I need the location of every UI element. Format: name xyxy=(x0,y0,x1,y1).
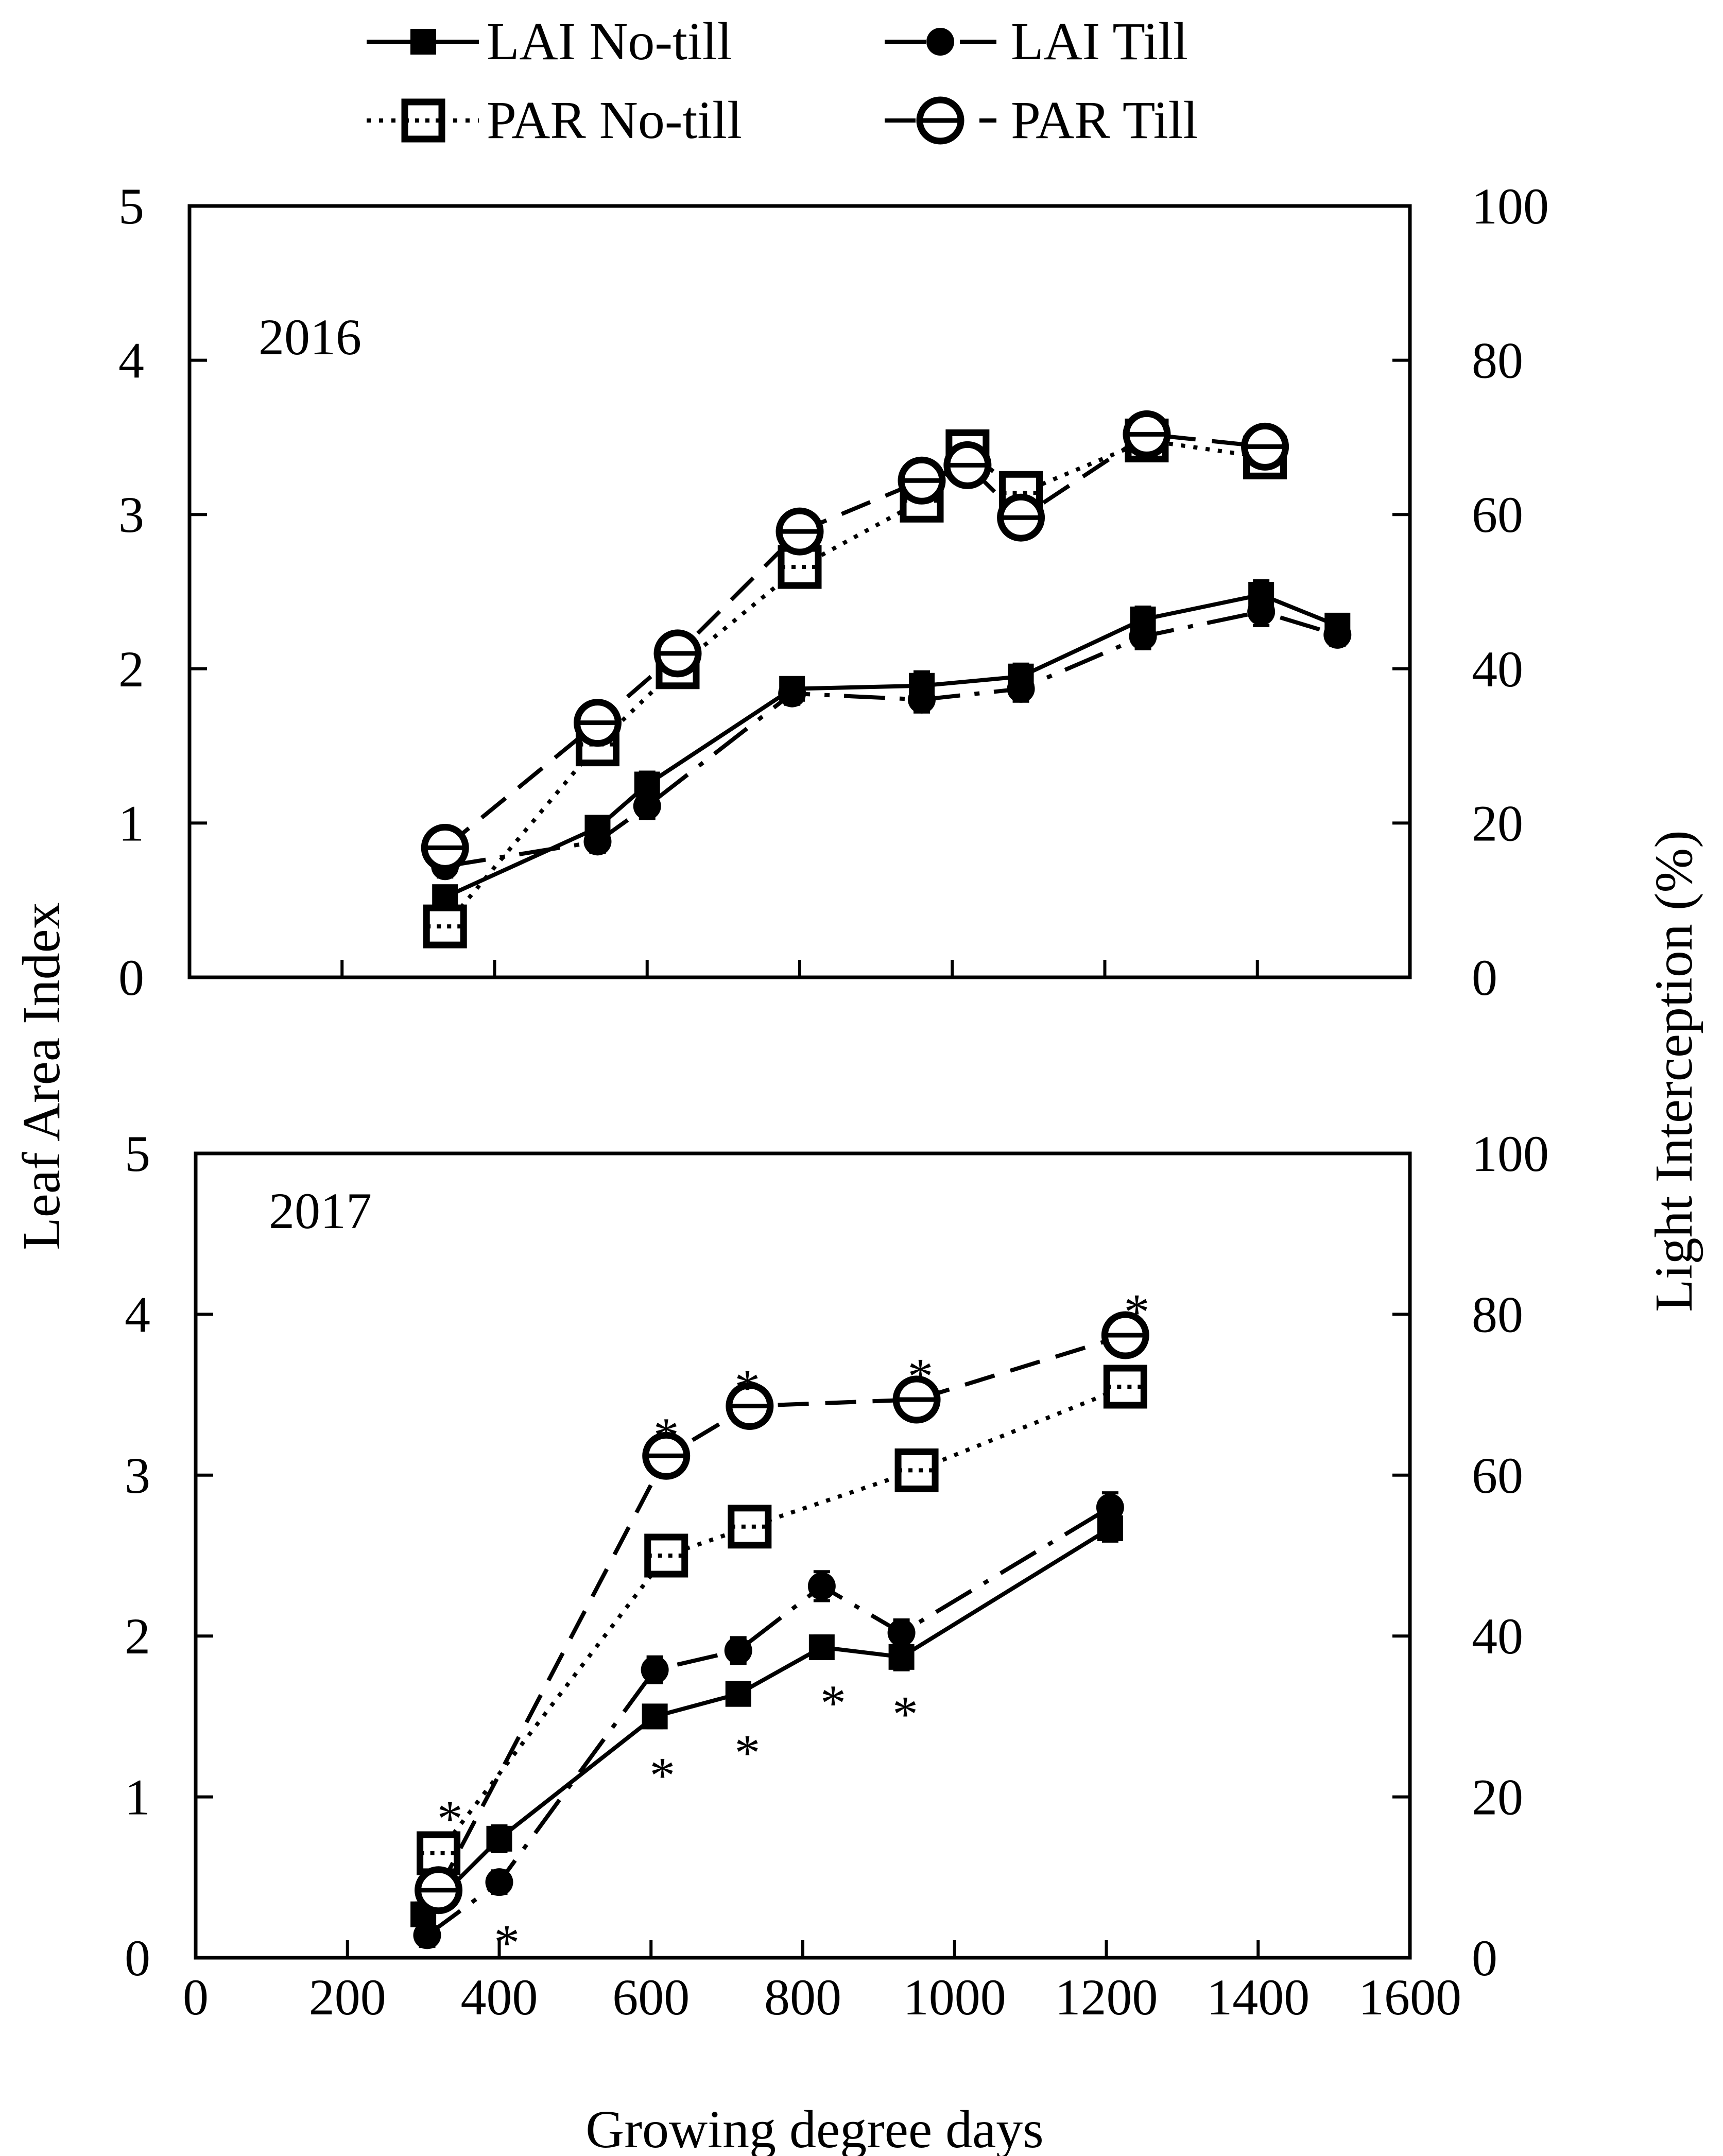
y2-tick-label: 80 xyxy=(1472,332,1523,389)
legend-entry: LAI Till xyxy=(885,12,1188,71)
y-tick-label: 5 xyxy=(118,178,144,235)
y2-tick-label: 80 xyxy=(1472,1286,1523,1343)
y-tick-label: 5 xyxy=(125,1125,150,1182)
y-tick-label: 3 xyxy=(125,1447,150,1504)
x-tick-label: 1200 xyxy=(1055,1969,1158,2026)
lai-till-marker xyxy=(926,28,954,56)
par-no-till-marker xyxy=(401,98,445,143)
lai-no-till-marker xyxy=(410,29,436,55)
lai-no-till-marker xyxy=(642,1703,668,1730)
lai-till-marker xyxy=(908,685,936,714)
x-tick-label: 0 xyxy=(183,1969,209,2026)
series-par-till xyxy=(415,1311,1149,1914)
lai-till-marker xyxy=(1323,620,1352,649)
y2-tick-label: 20 xyxy=(1472,1769,1523,1826)
lai-till-marker xyxy=(1007,675,1035,703)
y-tick-label: 0 xyxy=(125,1929,150,1987)
x-tick-label: 1400 xyxy=(1207,1969,1310,2026)
lai-till-marker xyxy=(724,1636,752,1665)
lai-till-marker xyxy=(633,792,661,820)
y2-axis-label: Light Interception (%) xyxy=(1644,830,1703,1312)
legend-label: PAR Till xyxy=(1011,91,1198,150)
series-line xyxy=(443,438,1266,928)
lai-no-till-marker xyxy=(888,1644,915,1670)
y-tick-label: 4 xyxy=(125,1286,150,1343)
series-par-no-till xyxy=(423,418,1287,948)
x-tick-label: 1000 xyxy=(903,1969,1006,2026)
lai-till-marker xyxy=(887,1618,916,1647)
x-axis-label: Growing degree days xyxy=(585,2100,1043,2156)
y2-tick-label: 0 xyxy=(1472,1929,1497,1987)
lai-till-marker xyxy=(1129,622,1157,650)
series-lai-till xyxy=(413,1491,1124,1950)
y-tick-label: 2 xyxy=(118,641,144,698)
lai-till-marker xyxy=(583,827,612,856)
series-line xyxy=(437,1385,1126,1855)
lai-no-till-marker xyxy=(808,1634,835,1661)
y-tick-label: 1 xyxy=(118,795,144,852)
y2-tick-label: 20 xyxy=(1472,795,1523,852)
y-tick-label: 4 xyxy=(118,332,144,389)
lai-till-marker xyxy=(413,1921,441,1950)
plot-frame xyxy=(187,204,1412,979)
chart-panel-2017: 0 200 400 600 800 1000 1200 1400 160001234502040… xyxy=(125,1125,1549,2026)
y2-tick-label: 60 xyxy=(1472,1447,1523,1504)
y2-tick-label: 100 xyxy=(1472,1125,1549,1182)
lai-till-marker xyxy=(778,679,806,708)
significance-star: * xyxy=(653,1407,679,1464)
y-tick-label: 0 xyxy=(118,949,144,1006)
legend-entry: PAR Till xyxy=(885,91,1198,150)
series-par-no-till xyxy=(417,1365,1147,1875)
significance-star: * xyxy=(734,1724,760,1781)
legend-label: LAI No-till xyxy=(487,12,732,71)
significance-star: * xyxy=(649,1747,675,1804)
x-tick-label: 1600 xyxy=(1358,1969,1461,2026)
lai-no-till-marker xyxy=(725,1681,751,1707)
chart-panel-2016: 0 1 2 3 4 5 0 20 40 60 80 100 2016 xyxy=(118,178,1549,1006)
series-line xyxy=(443,432,1266,850)
lai-till-marker xyxy=(807,1572,836,1600)
y2-tick-label: 60 xyxy=(1472,486,1523,543)
lai-no-till-marker xyxy=(486,1825,512,1852)
y2-tick-label: 0 xyxy=(1472,949,1497,1006)
significance-star: * xyxy=(437,1790,463,1847)
series-line xyxy=(426,1505,1111,1937)
series-par-till xyxy=(421,410,1289,872)
y-tick-label: 2 xyxy=(125,1608,150,1665)
y-axis-label: Leaf Area Index xyxy=(12,902,71,1250)
x-tick-label: 200 xyxy=(309,1969,386,2026)
y2-tick-label: 40 xyxy=(1472,1608,1523,1665)
significance-star: * xyxy=(494,1914,520,1971)
x-tick-label: 600 xyxy=(612,1969,690,2026)
legend: LAI No-till LAI Till PAR No-till PAR Till xyxy=(367,12,1198,150)
lai-till-marker xyxy=(641,1655,669,1684)
legend-label: PAR No-till xyxy=(487,91,742,150)
significance-star: * xyxy=(892,1685,918,1743)
y-tick-label: 1 xyxy=(125,1769,150,1826)
series-lai-till xyxy=(431,596,1352,881)
lai-till-marker xyxy=(1247,597,1276,626)
significance-star: * xyxy=(907,1348,933,1405)
significance-star: * xyxy=(1124,1283,1149,1340)
y-tick-label: 3 xyxy=(118,486,144,543)
plot-frame xyxy=(194,1151,1412,1960)
x-tick-label: 800 xyxy=(764,1969,841,2026)
legend-entry: LAI No-till xyxy=(367,12,732,71)
y2-tick-label: 100 xyxy=(1472,178,1549,235)
panel-year-label: 2016 xyxy=(259,308,361,366)
lai-till-marker xyxy=(485,1868,513,1896)
significance-star: * xyxy=(820,1674,846,1731)
legend-entry: PAR No-till xyxy=(367,91,742,150)
lai-till-marker xyxy=(1096,1493,1124,1522)
y2-tick-label: 40 xyxy=(1472,641,1523,698)
significance-star: * xyxy=(734,1359,760,1416)
x-tick-label: 400 xyxy=(461,1969,538,2026)
panel-year-label: 2017 xyxy=(269,1182,372,1239)
series-lai-no-till xyxy=(410,1513,1123,1927)
legend-label: LAI Till xyxy=(1011,12,1188,71)
